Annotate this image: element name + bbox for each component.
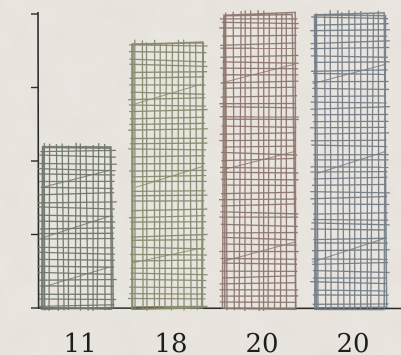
bar <box>37 142 117 311</box>
bar <box>128 39 208 311</box>
data-label: 11 <box>63 329 96 355</box>
bars <box>37 10 390 311</box>
data-label: 20 <box>245 329 278 355</box>
data-labels: 11 18 20 20 <box>63 329 369 355</box>
bar <box>310 10 390 311</box>
bar <box>219 10 299 311</box>
data-label: 18 <box>154 329 187 355</box>
data-label: 20 <box>336 329 369 355</box>
y-axis-line <box>37 11 40 310</box>
